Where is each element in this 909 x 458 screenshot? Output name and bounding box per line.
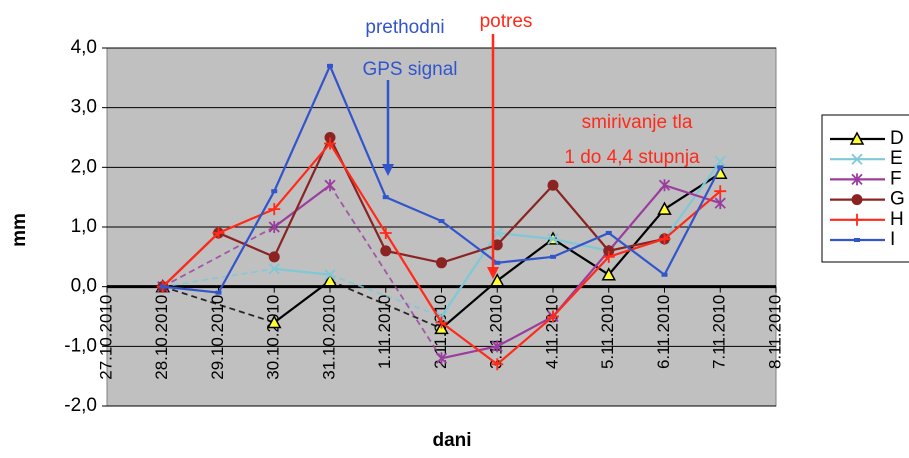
legend-marker xyxy=(851,153,863,165)
annotation: GPS signal xyxy=(362,59,457,80)
data-point xyxy=(438,219,445,224)
legend-marker xyxy=(851,173,863,186)
data-point xyxy=(714,197,726,210)
data-point xyxy=(266,314,282,329)
series-line xyxy=(161,134,665,288)
legend-label: G xyxy=(890,189,905,210)
y-tick-label: 3,0 xyxy=(71,97,97,118)
data-point xyxy=(714,155,726,168)
x-tick-label: 1.11.2010 xyxy=(375,295,394,369)
x-tick-label: 7.11.2010 xyxy=(710,295,729,369)
gap-bridge xyxy=(162,226,275,288)
data-point xyxy=(215,290,222,295)
legend-marker xyxy=(851,194,863,206)
data-point xyxy=(717,165,724,170)
annotation: smirivanje tla xyxy=(582,112,693,133)
x-tick-label: 31.10.2010 xyxy=(319,295,338,380)
data-point xyxy=(489,273,505,287)
data-point xyxy=(324,137,336,150)
y-tick-label: 0,0 xyxy=(71,276,97,297)
y-tick-label: 1,0 xyxy=(71,216,97,237)
legend-marker xyxy=(854,238,860,242)
x-axis-label: dani xyxy=(432,430,471,451)
series xyxy=(159,63,724,295)
data-point xyxy=(491,239,503,251)
data-point xyxy=(547,179,559,191)
data-point xyxy=(268,263,280,275)
data-point xyxy=(212,226,225,239)
data-point xyxy=(380,245,392,257)
data-point xyxy=(602,250,615,263)
data-point xyxy=(658,179,671,192)
x-tick-label: 8.11.2010 xyxy=(765,295,784,369)
y-tick-label: -1,0 xyxy=(64,335,97,356)
x-tick-label: 28.10.2010 xyxy=(152,295,171,380)
arrow-head xyxy=(487,267,499,279)
data-point xyxy=(547,310,559,323)
legend-label: F xyxy=(890,168,902,189)
annotation: 1 do 4,4 stupnja xyxy=(564,147,700,168)
annotation: prethodni xyxy=(365,17,444,38)
data-point xyxy=(491,358,504,371)
y-axis-label: mm xyxy=(9,213,30,247)
data-point xyxy=(550,254,556,259)
x-tick-label: 30.10.2010 xyxy=(264,295,283,380)
data-point xyxy=(324,179,336,192)
legend-label: E xyxy=(890,148,903,169)
series xyxy=(157,179,726,365)
data-point xyxy=(601,267,617,281)
data-point xyxy=(436,257,447,269)
data-point xyxy=(435,352,448,365)
legend-label: H xyxy=(890,209,904,230)
arrow-head xyxy=(382,164,394,176)
data-point xyxy=(268,203,281,216)
gap-bridge xyxy=(329,184,443,359)
legend-marker xyxy=(851,213,863,226)
data-point xyxy=(657,201,672,215)
data-point xyxy=(494,260,501,265)
data-point xyxy=(491,340,503,353)
x-tick-label: 29.10.2010 xyxy=(208,295,227,380)
data-point xyxy=(268,221,280,233)
data-point xyxy=(547,233,559,245)
legend-label: I xyxy=(890,229,895,250)
data-point xyxy=(661,272,668,277)
data-point xyxy=(322,273,338,287)
data-point xyxy=(159,284,166,289)
data-point xyxy=(605,230,612,235)
data-point xyxy=(435,316,448,329)
annotation: potres xyxy=(480,11,533,32)
x-tick-label: 5.11.2010 xyxy=(598,295,617,369)
y-tick-label: 2,0 xyxy=(71,156,97,177)
data-point xyxy=(714,185,727,198)
legend-marker xyxy=(849,131,865,145)
series xyxy=(155,165,728,335)
data-point xyxy=(324,269,336,281)
data-point xyxy=(382,195,389,200)
series-line xyxy=(273,172,721,330)
y-tick-label: -2,0 xyxy=(64,395,97,416)
data-point xyxy=(379,226,392,239)
data-point xyxy=(658,232,671,245)
series-line xyxy=(273,183,721,360)
data-point xyxy=(271,189,278,194)
x-tick-label: 4.11.2010 xyxy=(542,295,561,369)
data-point xyxy=(268,251,280,263)
y-tick-label: 4,0 xyxy=(71,37,97,58)
x-tick-label: 6.11.2010 xyxy=(654,295,673,369)
data-point xyxy=(327,63,333,68)
gap-bridge xyxy=(162,267,275,288)
x-tick-label: 27.10.2010 xyxy=(96,295,115,380)
legend-label: D xyxy=(890,128,904,149)
gap-bridge xyxy=(329,279,442,330)
